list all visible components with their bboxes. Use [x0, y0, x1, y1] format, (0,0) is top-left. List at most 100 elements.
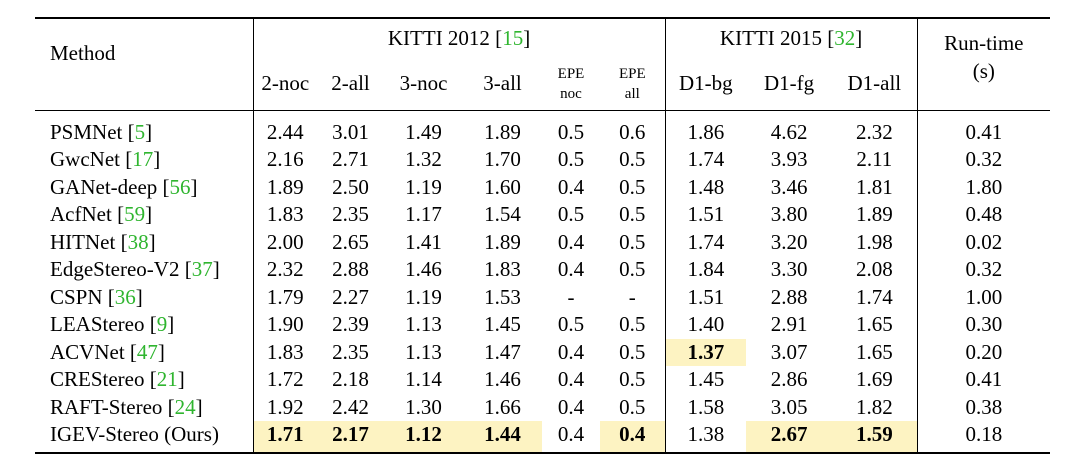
cell-runtime: 0.20 [916, 338, 1051, 366]
col-d1-all: D1-all [847, 71, 902, 96]
cell-d1-all: 1.74 [855, 284, 893, 309]
cell-epe-all: 0.5 [619, 367, 646, 391]
table-row: GANet-deep [56] 1.89 2.50 1.19 1.60 0.4 0.5 1.4… [35, 173, 1051, 201]
cell-3-noc: 1.13 [405, 312, 442, 336]
cell-3-noc: 1.49 [405, 119, 442, 144]
cell-d1-fg: 3.80 [770, 202, 808, 226]
cell-2-noc: 2.16 [252, 146, 317, 174]
cell-3-all: 1.44 [463, 421, 542, 454]
cell-2-all: 2.88 [332, 257, 369, 281]
method-name-cell: ACVNet [47] [50, 339, 165, 364]
cell-3-all: 1.54 [484, 202, 521, 226]
cell-d1-all: 1.65 [855, 312, 893, 336]
cell-2-noc: 1.83 [252, 201, 317, 229]
cell-d1-all: 2.32 [855, 119, 893, 144]
cell-epe-noc: 0.4 [557, 339, 585, 364]
cell-epe-noc: 0.4 [542, 421, 600, 454]
cell-runtime: 1.80 [916, 173, 1051, 201]
cell-d1-all: 1.82 [855, 394, 893, 419]
cell-epe-all: 0.6 [619, 119, 646, 144]
cell-d1-bg: 1.51 [664, 283, 747, 311]
kitti-2012-header: KITTI 2012 [15] [252, 17, 666, 58]
cell-runtime: 0.48 [916, 201, 1051, 229]
cell-runtime: 0.18 [916, 421, 1051, 454]
citation-link[interactable]: 9 [156, 312, 168, 336]
cell-epe-all: 0.5 [619, 202, 646, 226]
cell-d1-bg: 1.74 [664, 146, 747, 174]
cell-d1-fg: 2.86 [770, 367, 808, 391]
table-row: EdgeStereo-V2 [37] 2.32 2.88 1.46 1.83 0.4 0.5… [35, 256, 1051, 284]
cell-epe-noc: 0.4 [557, 174, 585, 199]
cell-epe-all: 0.4 [600, 421, 666, 454]
method-name-cell: EdgeStereo-V2 [37] [50, 257, 220, 281]
table-row: LEAStereo [9] 1.90 2.39 1.13 1.45 0.5 0.5 1.40 2… [35, 311, 1051, 339]
cell-3-noc: 1.13 [405, 339, 442, 364]
cell-2-noc: 2.32 [252, 256, 317, 284]
runtime-header: Run-time (s) [916, 17, 1051, 110]
cell-2-all: 2.65 [332, 229, 369, 254]
method-name-cell: PSMNet [5] [50, 119, 153, 144]
cell-epe-noc: - [567, 284, 575, 309]
cell-d1-all: 1.98 [855, 229, 893, 254]
citation-link[interactable]: 17 [132, 147, 154, 171]
cell-2-noc: 1.72 [252, 366, 317, 394]
cell-2-all: 2.27 [332, 284, 369, 309]
cell-d1-bg: 1.40 [664, 311, 747, 339]
method-name-cell: CREStereo [21] [50, 367, 185, 391]
cell-2-all: 2.17 [317, 421, 384, 454]
cell-epe-all: 0.5 [619, 229, 646, 254]
cell-3-noc: 1.41 [405, 229, 442, 254]
cell-d1-bg: 1.51 [664, 201, 747, 229]
cell-epe-all: 0.5 [619, 174, 646, 199]
cell-epe-all: 0.5 [619, 339, 646, 364]
cell-3-all: 1.60 [484, 174, 521, 199]
table-row: IGEV-Stereo (Ours) 1.71 2.17 1.12 1.44 0.4 0.4… [35, 421, 1051, 454]
citation-link[interactable]: 24 [174, 394, 196, 419]
cell-2-noc: 1.79 [252, 283, 317, 311]
cell-d1-bg: 1.38 [664, 421, 747, 454]
citation-link[interactable]: 38 [127, 229, 149, 254]
col-epe-all: EPE all [618, 65, 646, 102]
col-d1-bg: D1-bg [664, 58, 747, 110]
citation-link[interactable]: 56 [169, 174, 191, 199]
method-header: Method [35, 17, 253, 110]
method-name-cell: IGEV-Stereo (Ours) [35, 421, 253, 454]
cell-runtime: 0.38 [916, 393, 1051, 421]
cell-2-all: 2.18 [332, 367, 369, 391]
cell-d1-fg: 2.88 [770, 284, 808, 309]
col-d1-fg: D1-fg [763, 71, 815, 96]
cell-3-noc: 1.32 [405, 147, 442, 171]
citation-link[interactable]: 36 [114, 284, 136, 309]
col-3-noc: 3-noc [399, 71, 448, 96]
table-row: GwcNet [17] 2.16 2.71 1.32 1.70 0.5 0.5 1.74 3.9… [35, 146, 1051, 174]
cell-d1-fg: 3.07 [770, 339, 808, 364]
cell-d1-bg: 1.84 [664, 256, 747, 284]
cell-d1-all: 1.69 [855, 367, 893, 391]
col-2-noc: 2-noc [252, 58, 317, 110]
citation-link[interactable]: 37 [191, 257, 213, 281]
cell-2-all: 2.50 [332, 174, 369, 199]
cell-epe-noc: 0.5 [557, 312, 585, 336]
col-2-all: 2-all [331, 71, 370, 96]
cell-d1-bg: 1.74 [664, 228, 747, 256]
method-name-cell: GwcNet [17] [50, 147, 161, 171]
citation-link[interactable]: 21 [156, 367, 178, 391]
citation-link[interactable]: 59 [124, 202, 146, 226]
citation-link[interactable]: 5 [134, 119, 146, 144]
cell-3-all: 1.45 [484, 312, 521, 336]
cell-d1-fg: 2.67 [746, 421, 833, 454]
cell-d1-fg: 4.62 [770, 119, 808, 144]
cell-epe-all: 0.5 [619, 394, 646, 419]
cell-d1-bg: 1.58 [664, 393, 747, 421]
method-name-cell: HITNet [38] [50, 229, 156, 254]
cell-d1-fg: 3.93 [770, 147, 808, 171]
citation-link[interactable]: 47 [136, 339, 158, 364]
table-row: HITNet [38] 2.00 2.65 1.41 1.89 0.4 0.5 1.74 3.2… [35, 228, 1051, 256]
cell-2-all: 2.39 [332, 312, 369, 336]
cell-runtime: 0.32 [916, 146, 1051, 174]
method-name-cell: LEAStereo [9] [50, 312, 175, 336]
cell-epe-noc: 0.5 [557, 119, 585, 144]
cell-epe-noc: 0.4 [557, 394, 585, 419]
table-row: PSMNet [5] 2.44 3.01 1.49 1.89 0.5 0.6 1.86 4.62… [35, 118, 1051, 146]
